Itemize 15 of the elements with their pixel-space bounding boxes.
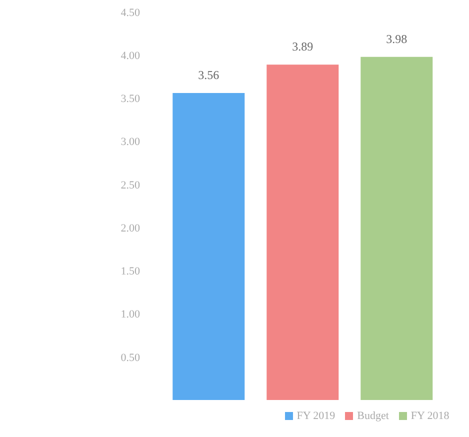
y-tick-label: 4.50 [120, 6, 140, 19]
legend-label: FY 2018 [410, 410, 450, 422]
y-tick-label: 4.00 [120, 50, 140, 62]
data-label: 3.98 [386, 32, 408, 46]
data-label: 3.89 [292, 40, 314, 54]
data-label: 3.56 [198, 68, 220, 82]
y-tick-label: 2.50 [120, 179, 140, 192]
y-tick-label: 1.50 [120, 266, 140, 278]
y-tick-label: 3.00 [120, 136, 140, 148]
legend-label: Budget [357, 410, 389, 422]
legend-label: FY 2019 [296, 410, 336, 422]
y-tick-label: 0.50 [120, 352, 140, 364]
y-tick-label: 3.50 [120, 93, 140, 106]
y-tick-label: 2.00 [120, 222, 140, 234]
y-tick-label: 1.00 [120, 308, 140, 321]
